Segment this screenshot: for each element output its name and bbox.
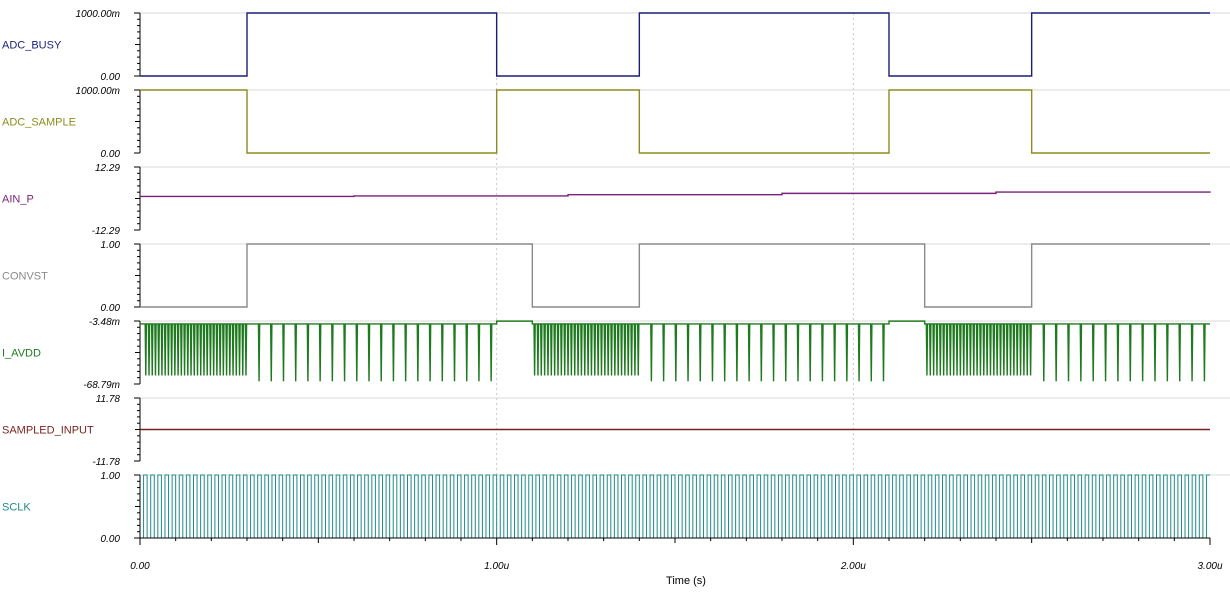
y-max-label: 1000.00m [76,9,120,20]
panel-ain-p: 12.29 -12.29 AIN_P [2,163,1230,237]
y-min-label: 0.00 [101,303,121,314]
x-tick-label: 1.00u [484,561,509,572]
y-min-label: -12.29 [92,226,121,237]
series-line-adc-busy [140,12,1210,77]
y-min-label: 0.00 [101,72,121,83]
x-axis-label: Time (s) [666,575,706,587]
series-line-i-avdd [140,320,1210,382]
y-max-label: 1.00 [101,240,121,251]
series-label: CONVST [2,271,48,283]
y-max-label: 1.00 [101,471,121,482]
series-label: ADC_BUSY [2,40,62,52]
x-tick-label: 0.00 [130,561,150,572]
series-line-adc-sample [140,89,1210,154]
y-max-label: 11.78 [96,394,121,405]
x-tick-label: 2.00u [840,561,866,572]
y-max-label: 12.29 [95,163,120,174]
signal-panels: 1000.00m 0.00 ADC_BUSY 1000.00m 0.00 ADC_SAMP… [2,9,1230,545]
panel-adc-sample: 1000.00m 0.00 ADC_SAMPLE [2,86,1230,160]
series-label: AIN_P [2,194,34,206]
series-label: ADC_SAMPLE [2,117,76,129]
series-label: SAMPLED_INPUT [2,425,94,437]
y-min-label: -11.78 [92,457,120,468]
series-label: SCLK [2,502,31,514]
series-line-ain-p [140,191,1211,198]
x-tick-label: 3.00u [1197,561,1222,572]
y-max-label: -3.48m [89,317,120,328]
y-min-label: 0.00 [101,149,121,160]
series-line-sclk [140,474,1210,539]
panel-sampled-input: 11.78 -11.78 SAMPLED_INPUT [2,394,1230,468]
panel-convst: 1.00 0.00 CONVST [2,240,1230,314]
grid-lines [496,13,854,538]
panel-sclk: 1.00 0.00 SCLK [2,471,1230,545]
panel-i-avdd: -3.48m -68.79m I_AVDD [2,317,1230,391]
series-label: I_AVDD [2,348,41,360]
y-min-label: 0.00 [101,534,121,545]
y-max-label: 1000.00m [76,86,120,97]
series-line-convst [140,243,1210,308]
y-min-label: -68.79m [83,380,120,391]
panel-adc-busy: 1000.00m 0.00 ADC_BUSY [2,9,1230,83]
x-axis: 0.00 1.00u 2.00u 3.00u [130,537,1223,572]
